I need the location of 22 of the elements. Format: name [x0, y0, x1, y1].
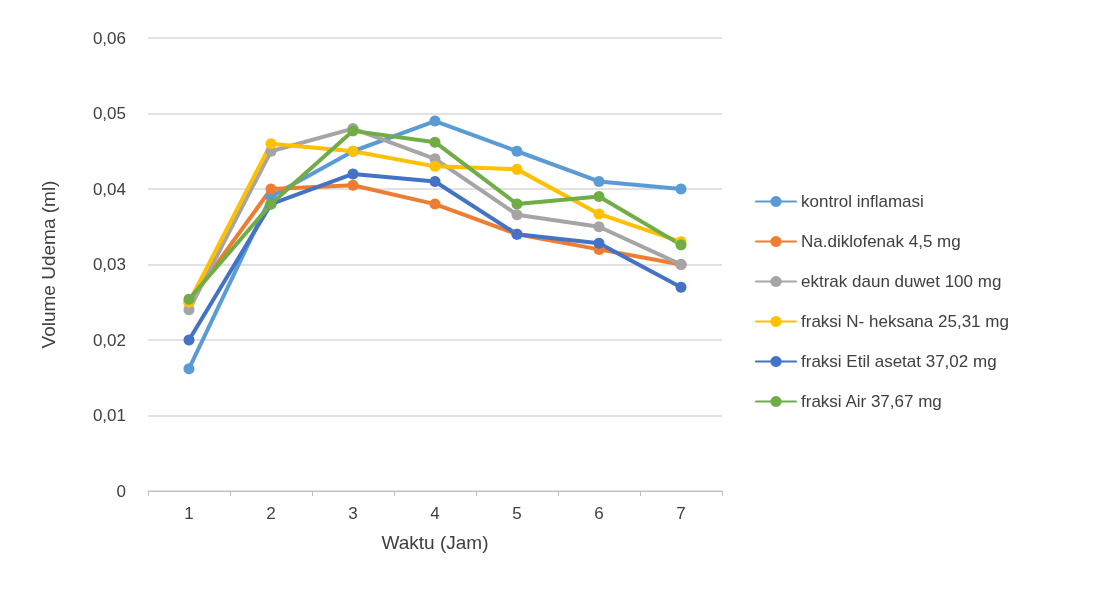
y-axis-title: Volume Udema (ml) — [38, 180, 59, 349]
y-tick-label: 0,05 — [92, 104, 126, 123]
legend-label: ektrak daun duwet 100 mg — [801, 272, 1002, 291]
x-axis-title: Waktu (Jam) — [381, 532, 489, 553]
y-tick-label: 0,06 — [92, 28, 126, 48]
x-tick-label: 5 — [512, 504, 522, 523]
legend-label: fraksi Air 37,67 mg — [801, 392, 942, 411]
y-tick-label: 0,03 — [92, 255, 126, 274]
x-tick-label: 4 — [430, 504, 440, 523]
x-tick-label: 2 — [266, 504, 276, 523]
x-tick-label: 6 — [594, 504, 604, 523]
legend-label: kontrol inflamasi — [801, 192, 924, 211]
legend-label: Na.diklofenak 4,5 mg — [801, 232, 961, 251]
x-tick-label: 1 — [184, 504, 194, 523]
x-tick-label: 3 — [348, 504, 358, 523]
legend-label: fraksi Etil asetat 37,02 mg — [801, 352, 997, 371]
legend-label: fraksi N- heksana 25,31 mg — [801, 312, 1009, 331]
x-tick-label: 7 — [676, 504, 686, 523]
y-tick-label: 0,04 — [92, 179, 126, 199]
y-tick-label: 0,01 — [92, 406, 126, 425]
y-tick-label: 0 — [116, 481, 126, 501]
y-tick-label: 0,02 — [92, 330, 126, 350]
